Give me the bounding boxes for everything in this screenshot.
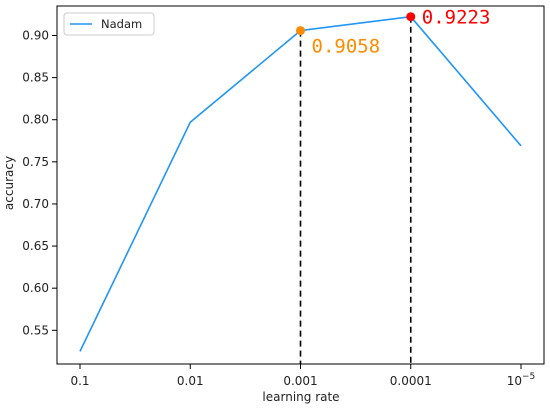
legend: Nadam (63, 12, 155, 36)
annotation-marker-1 (406, 12, 416, 22)
y-axis-label: accuracy (2, 156, 16, 210)
x-tick-label: 0.1 (70, 374, 89, 388)
y-tick-label: 0.60 (22, 281, 49, 295)
x-tick-label: 0.0001 (390, 374, 432, 388)
y-tick-label: 0.65 (22, 239, 49, 253)
x-tick-label: 0.01 (177, 374, 204, 388)
y-tick-label: 0.80 (22, 113, 49, 127)
annotation-marker-0 (296, 26, 305, 36)
legend-box (63, 12, 155, 36)
y-tick-label: 0.70 (22, 197, 49, 211)
y-tick-label: 0.75 (22, 155, 49, 169)
legend-label-nadam: Nadam (101, 17, 142, 31)
annotation-label-1: 0.9223 (422, 7, 491, 29)
x-axis-label: learning rate (262, 390, 339, 404)
y-tick-label: 0.55 (22, 323, 49, 337)
x-tick-label: 0.001 (283, 374, 317, 388)
annotation-label-0: 0.9058 (312, 36, 381, 58)
y-tick-label: 0.90 (22, 28, 49, 42)
y-tick-label: 0.85 (22, 71, 49, 85)
